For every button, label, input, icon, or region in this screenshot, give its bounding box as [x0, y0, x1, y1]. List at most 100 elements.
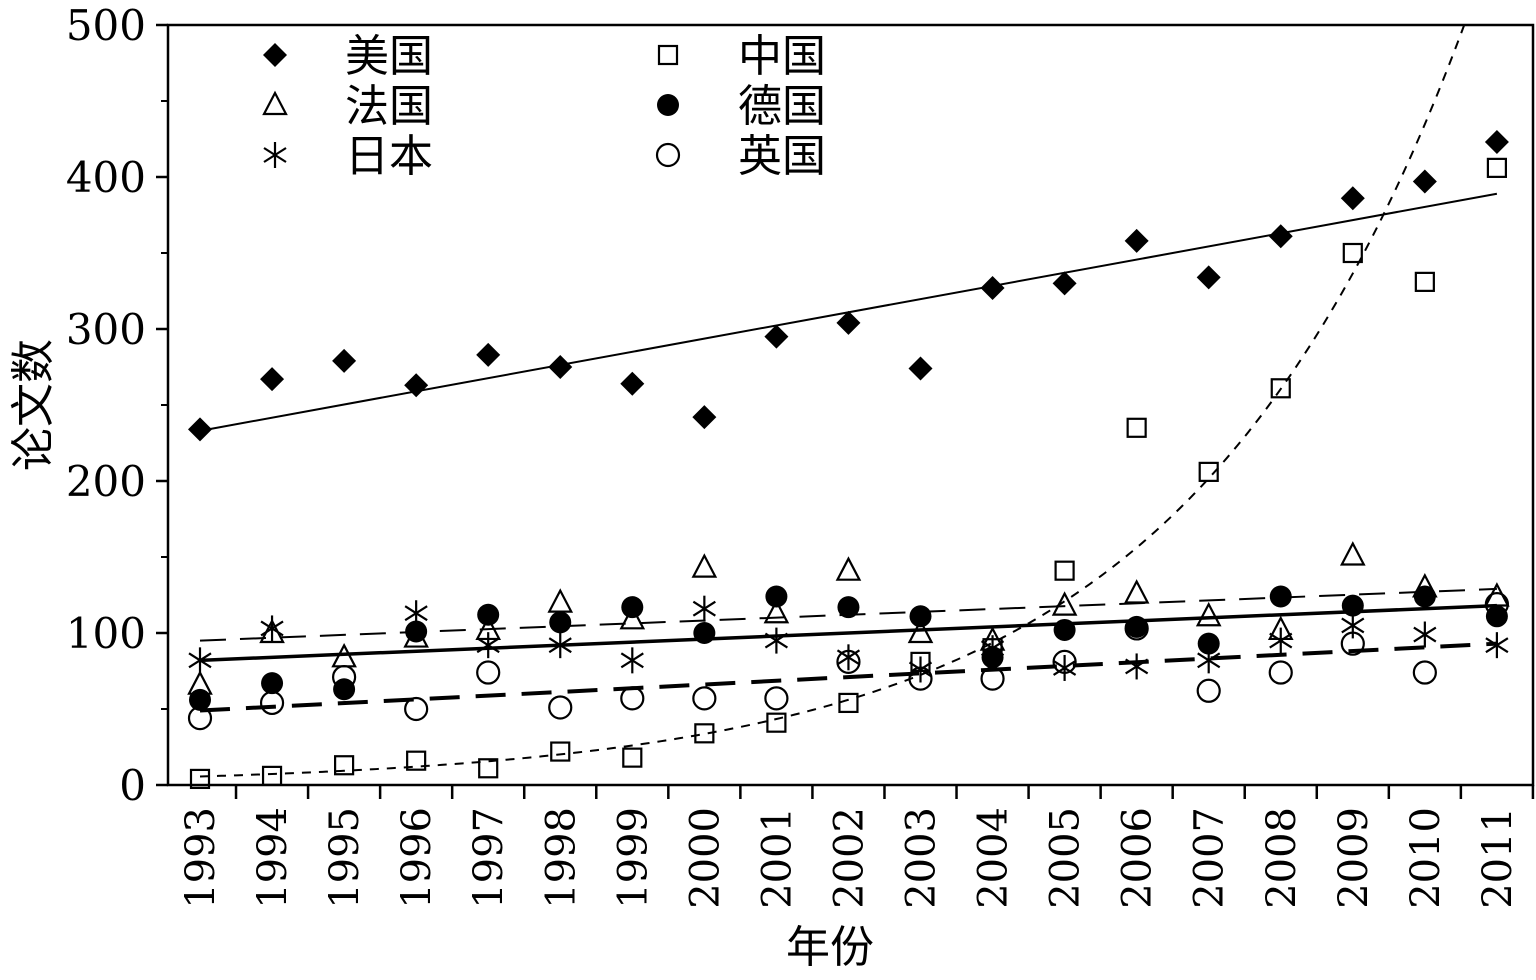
point-square: [694, 723, 715, 744]
filled-circle-icon: [837, 596, 860, 619]
square-icon: [478, 758, 499, 779]
x-tick-label: 1995: [322, 807, 368, 909]
point-asterisk: [620, 647, 644, 674]
point-open-circle: [692, 686, 717, 711]
point-triangle: [1195, 601, 1222, 627]
point-open-circle: [259, 690, 285, 716]
asterisk-icon: [1053, 654, 1077, 681]
diamond-icon: [1124, 228, 1149, 253]
point-filled-circle: [765, 585, 788, 608]
point-open-circle: [1412, 660, 1437, 685]
asterisk-icon: [764, 627, 788, 654]
point-filled-circle: [333, 678, 356, 701]
legend-label: 英国: [738, 131, 826, 182]
filled-circle-icon: [1053, 618, 1076, 641]
x-tick-label: 2007: [1187, 807, 1233, 909]
point-filled-circle: [693, 622, 716, 644]
point-open-circle: [404, 696, 429, 722]
diamond-icon: [1052, 271, 1077, 296]
x-tick-label: 1994: [250, 807, 296, 909]
diamond-icon: [1268, 224, 1293, 249]
point-filled-circle: [1125, 615, 1148, 638]
diamond-icon: [980, 275, 1005, 300]
x-tick-label: 1998: [538, 807, 584, 909]
filled-circle-icon: [1125, 615, 1148, 638]
filled-circle-icon: [189, 688, 211, 711]
point-triangle: [1123, 579, 1150, 604]
open-circle-icon: [764, 686, 789, 711]
asterisk-icon: [1125, 653, 1149, 680]
open-circle-icon: [1052, 649, 1077, 674]
square-icon: [1270, 378, 1291, 399]
point-filled-circle: [909, 605, 932, 628]
filled-circle-icon: [333, 678, 356, 701]
legend-label: 德国: [738, 81, 826, 132]
x-tick-label: 2002: [826, 807, 872, 909]
square-icon: [1198, 461, 1219, 482]
asterisk-icon: [1269, 627, 1293, 654]
x-tick-label: 2009: [1331, 807, 1377, 909]
x-tick-label: 1999: [610, 807, 656, 909]
point-square: [1486, 157, 1508, 178]
square-icon: [657, 44, 679, 66]
open-circle-icon: [259, 690, 285, 716]
open-circle-icon: [908, 666, 933, 691]
point-asterisk: [1125, 653, 1149, 680]
square-icon: [406, 750, 427, 771]
square-icon: [1054, 560, 1075, 581]
point-filled-circle: [1413, 585, 1436, 608]
filled-circle-icon: [1413, 585, 1436, 608]
point-asterisk: [1197, 647, 1221, 674]
point-open-circle: [1124, 616, 1149, 641]
x-tick-label: 1997: [466, 807, 512, 909]
y-tick-label: 100: [66, 609, 146, 658]
point-open-circle: [764, 686, 789, 711]
open-circle-icon: [1412, 660, 1437, 685]
y-tick-label: 200: [66, 457, 146, 506]
x-tick-label: 2008: [1259, 807, 1305, 909]
point-asterisk: [404, 600, 428, 627]
point-square: [1126, 417, 1147, 438]
point-triangle: [547, 588, 574, 613]
point-filled-circle: [189, 688, 211, 711]
point-open-circle: [836, 649, 861, 674]
point-asterisk: [548, 632, 572, 659]
point-triangle: [691, 553, 718, 578]
open-circle-icon: [476, 660, 501, 685]
point-filled-circle: [837, 596, 860, 619]
legend-marker: [657, 44, 679, 66]
asterisk-icon: [260, 615, 284, 642]
legend-item: 日本: [263, 131, 433, 182]
y-tick-label: 500: [66, 1, 146, 50]
triangle-icon: [691, 553, 718, 578]
legend-label: 日本: [345, 131, 433, 182]
point-diamond: [332, 348, 357, 373]
y-tick-label: 0: [119, 761, 146, 810]
point-square: [622, 747, 643, 768]
x-axis-label: 年份: [786, 922, 874, 973]
filled-circle-icon: [549, 611, 572, 634]
point-diamond: [908, 356, 933, 381]
point-open-circle: [908, 666, 933, 691]
diamond-icon: [260, 367, 285, 392]
point-triangle: [907, 618, 934, 644]
square-icon: [261, 765, 283, 786]
triangle-icon: [1123, 579, 1150, 604]
axes: 0 100 200 300 400 500 1993 1994 1995 1996 1997 1998…: [66, 1, 1535, 909]
point-open-circle: [187, 706, 213, 731]
triangle-icon: [1195, 601, 1222, 627]
asterisk-icon: [263, 142, 287, 168]
open-circle-icon: [1196, 678, 1221, 703]
point-square: [478, 758, 499, 779]
point-diamond: [620, 371, 645, 396]
triangle-icon: [835, 556, 862, 581]
point-square: [766, 712, 787, 733]
x-tick-label: 2011: [1475, 807, 1521, 909]
point-diamond: [404, 373, 429, 398]
filled-circle-icon: [765, 585, 788, 608]
legend-item: 德国: [657, 81, 826, 132]
diamond-icon: [836, 310, 861, 335]
x-tick-label: 1993: [178, 807, 224, 909]
diamond-icon: [908, 356, 933, 381]
filled-circle-icon: [261, 672, 284, 695]
